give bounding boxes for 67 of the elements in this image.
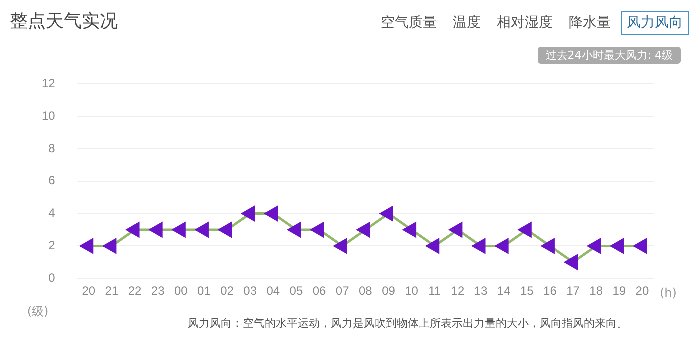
y-tick-label: 0 [48,270,56,285]
point [518,222,532,238]
text: 空气质量 [380,14,438,33]
x-tick-label: 19 [612,284,626,298]
point [634,238,648,254]
y-tick-label: 8 [48,141,56,156]
x-tick-label: 02 [220,284,234,298]
x-axis-title: (h) [660,286,677,300]
x-tick-label: 17 [566,284,580,298]
x-tick-label: 21 [105,284,119,298]
point [542,238,555,254]
x-tick-label: 23 [151,284,166,298]
x-tick-label: 00 [174,284,188,298]
x-tick-label: 06 [312,284,327,298]
point [588,238,602,254]
x-tick-label: 18 [590,284,604,298]
point [104,238,117,254]
point [172,222,186,238]
point [565,255,578,270]
point [380,206,394,222]
point [265,206,278,222]
y-tick-label: 2 [48,238,56,253]
point [150,222,163,238]
text: 降水量 [568,14,612,33]
chart-title: 整点天气实况 [10,10,118,33]
point [611,238,624,254]
point [80,238,94,254]
point [357,222,370,238]
x-tick-label: 15 [520,284,534,298]
x-tick-label: 20 [82,284,96,298]
point [126,222,140,238]
point [472,238,486,254]
x-tick-label: 01 [198,284,212,298]
point [219,222,232,238]
text: 风力风向 [621,11,689,35]
text: 过去24小时最大风力: 4级 [538,47,681,64]
y-tick-label: 6 [48,174,56,188]
point [196,222,209,238]
text: 相对湿度 [496,14,554,33]
x-tick-label: 16 [544,284,558,298]
x-tick-label: 13 [474,284,488,298]
point [242,206,256,222]
point [311,222,324,238]
y-tick-label: 4 [48,206,56,220]
y-tick-label: 10 [42,108,56,123]
point [450,222,463,238]
x-tick-label: 09 [382,284,396,298]
x-tick-label: 07 [336,284,350,298]
y-tick-label: 12 [42,76,56,91]
x-tick-label: 14 [497,284,512,298]
x-tick-label: 08 [358,284,373,298]
x-tick-label: 10 [405,284,419,298]
point [426,238,440,254]
point [496,238,509,254]
x-tick-label: 22 [128,284,142,298]
text: 风力风向：空气的水平运动，风力是风吹到物体上所表示出力量的大小，风向指风的来向。 [188,316,628,331]
x-tick-label: 11 [428,284,442,298]
x-tick-label: 05 [290,284,304,298]
x-tick-label: 03 [244,284,258,298]
x-tick-label: 20 [636,284,650,298]
y-axis-title: (级) [27,304,49,319]
x-tick-label: 12 [451,284,465,298]
text: 温度 [452,14,482,33]
x-tick-label: 04 [266,284,280,298]
point [404,222,417,238]
point [334,238,348,254]
point [288,222,302,238]
